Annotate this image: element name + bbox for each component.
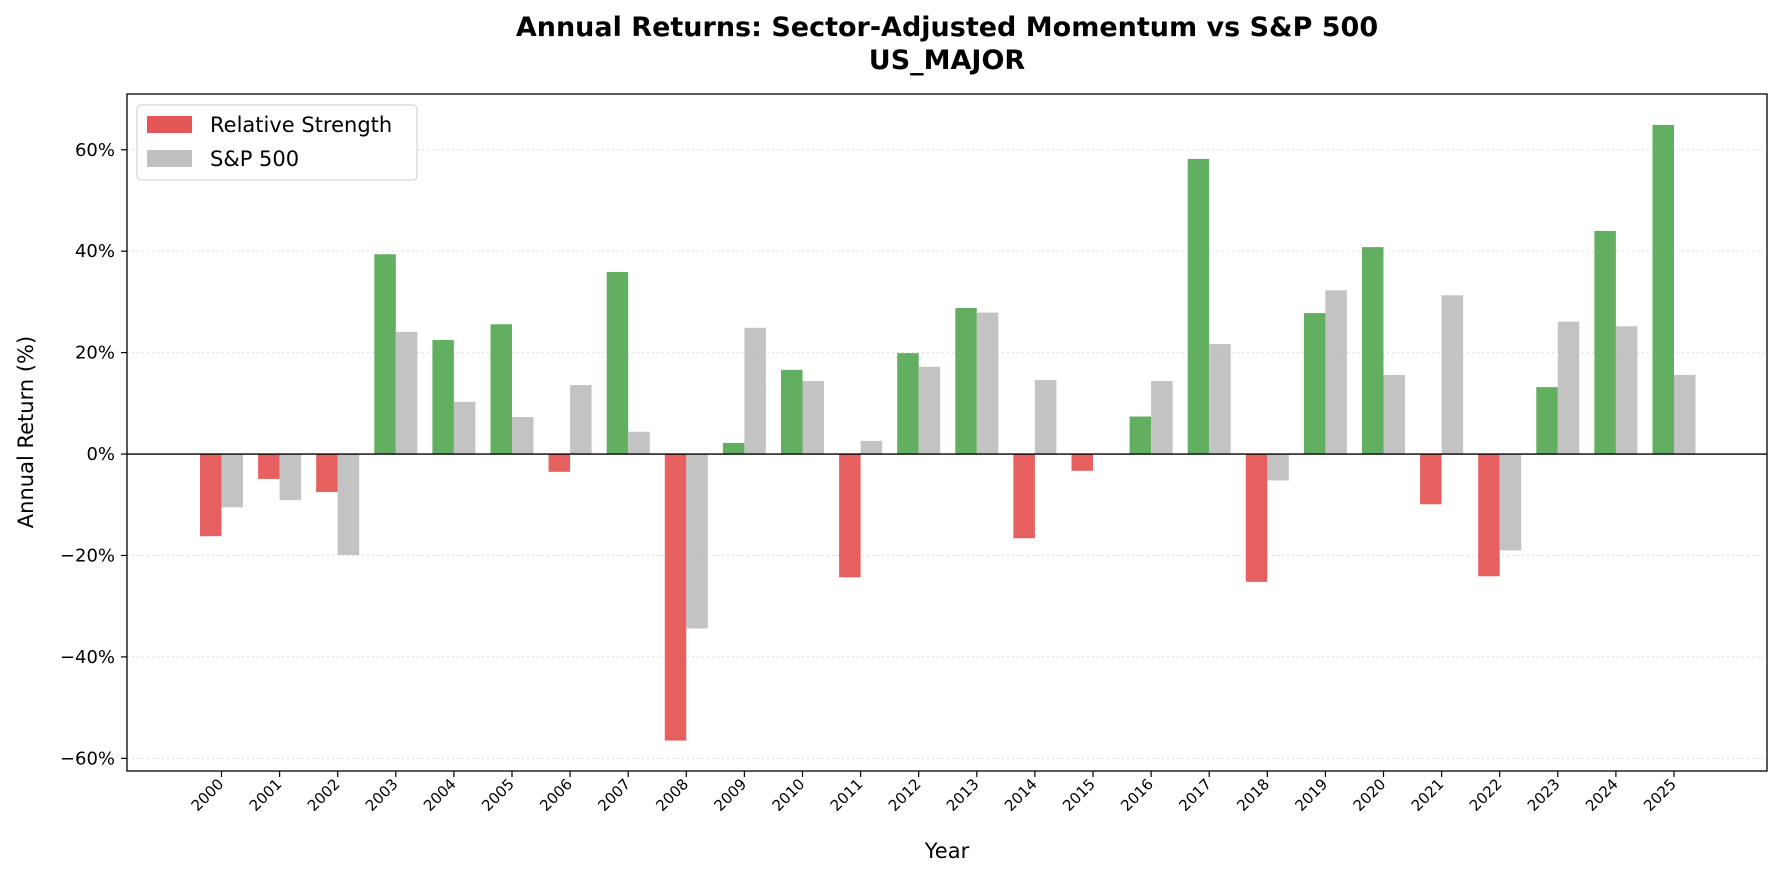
bar-relative-strength-2009 — [722, 442, 745, 455]
x-tick-label-2019: 2019 — [1291, 775, 1331, 815]
y-axis-label: Annual Return (%) — [14, 336, 38, 528]
legend-box — [136, 104, 418, 181]
bar-relative-strength-2012 — [897, 353, 919, 455]
x-tick-label-2000: 2000 — [188, 775, 228, 815]
bar-sp500-2008 — [686, 454, 708, 629]
bar-relative-strength-2024 — [1594, 230, 1616, 455]
x-tick-label-2016: 2016 — [1117, 775, 1157, 815]
y-axis-ticks: −60% −40% −20% 0% 20% 40% 60% — [60, 140, 127, 769]
x-axis-ticks: 2000 2001 2002 2003 2004 2005 2006 2007 2008 2009… — [188, 771, 1680, 815]
bar-sp500-2016 — [1151, 381, 1173, 455]
bar-relative-strength-2020 — [1362, 247, 1384, 455]
bar-relative-strength-2010 — [781, 369, 803, 455]
x-tick-label-2013: 2013 — [943, 775, 983, 815]
x-tick-label-2017: 2017 — [1175, 775, 1215, 815]
bar-sp500-2014 — [1034, 380, 1057, 455]
bar-sp500-2023 — [1557, 321, 1580, 455]
chart-title: Annual Returns: Sector-Adjusted Momentum… — [516, 12, 1378, 43]
bar-relative-strength-2016 — [1129, 416, 1152, 455]
bar-relative-strength-2019 — [1303, 313, 1326, 455]
bar-relative-strength-2011 — [839, 454, 861, 578]
bar-relative-strength-2006 — [548, 454, 571, 472]
bar-sp500-2007 — [628, 431, 650, 455]
y-tick-label-3: 0% — [86, 444, 115, 465]
x-tick-label-2025: 2025 — [1640, 775, 1680, 815]
bar-relative-strength-2004 — [432, 339, 454, 455]
x-tick-label-2002: 2002 — [304, 775, 344, 815]
bar-relative-strength-2018 — [1245, 454, 1268, 582]
x-axis-label: Year — [924, 839, 970, 863]
x-tick-label-2009: 2009 — [710, 775, 750, 815]
x-tick-label-2021: 2021 — [1408, 775, 1448, 815]
bar-sp500-2017 — [1209, 344, 1231, 455]
bar-sp500-2025 — [1674, 374, 1696, 455]
x-tick-label-2008: 2008 — [652, 775, 692, 815]
bar-relative-strength-2015 — [1071, 454, 1093, 471]
x-tick-label-2006: 2006 — [536, 775, 576, 815]
legend: Relative Strength S&P 500 — [136, 104, 418, 181]
x-tick-label-2004: 2004 — [420, 775, 460, 815]
y-tick-label-4: 20% — [75, 343, 115, 364]
legend-label-relative-strength: Relative Strength — [210, 113, 392, 137]
bar-sp500-2013 — [976, 312, 999, 455]
x-tick-label-2020: 2020 — [1350, 775, 1390, 815]
bar-sp500-2001 — [279, 454, 302, 501]
bar-sp500-2009 — [744, 327, 766, 455]
bar-relative-strength-2007 — [606, 271, 629, 455]
bar-sp500-2004 — [453, 401, 476, 455]
bar-relative-strength-2025 — [1652, 124, 1674, 455]
bar-relative-strength-2023 — [1536, 387, 1558, 455]
x-tick-label-2003: 2003 — [362, 775, 402, 815]
bar-relative-strength-2013 — [955, 308, 977, 455]
bar-sp500-2003 — [395, 331, 418, 455]
bar-relative-strength-2000 — [200, 454, 222, 537]
bar-sp500-2006 — [570, 385, 592, 455]
bar-relative-strength-2014 — [1013, 454, 1035, 539]
x-tick-label-2023: 2023 — [1524, 775, 1564, 815]
bar-sp500-2018 — [1267, 454, 1289, 481]
bar-sp500-2021 — [1441, 295, 1464, 455]
x-tick-label-2005: 2005 — [478, 775, 518, 815]
plot-frame — [126, 93, 1768, 772]
legend-swatch-relative-strength — [147, 116, 192, 133]
x-tick-label-2022: 2022 — [1466, 775, 1506, 815]
bar-sp500-2000 — [221, 454, 243, 508]
bar-relative-strength-2005 — [490, 324, 512, 455]
x-tick-label-2015: 2015 — [1059, 775, 1099, 815]
x-tick-label-2024: 2024 — [1582, 775, 1622, 815]
bar-sp500-2005 — [512, 417, 534, 455]
x-tick-label-2014: 2014 — [1001, 775, 1041, 815]
x-tick-label-2012: 2012 — [885, 775, 925, 815]
bar-relative-strength-2022 — [1478, 454, 1500, 577]
bar-sp500-2022 — [1499, 454, 1522, 551]
legend-label-sp500: S&P 500 — [210, 147, 299, 171]
legend-swatch-sp500 — [147, 150, 192, 167]
bar-relative-strength-2017 — [1187, 158, 1210, 455]
bar-sp500-2024 — [1615, 326, 1638, 455]
chart-subtitle: US_MAJOR — [869, 45, 1026, 76]
bar-relative-strength-2002 — [316, 454, 338, 493]
bar-sp500-2012 — [918, 366, 941, 455]
bar-sp500-2011 — [860, 440, 883, 455]
bar-relative-strength-2003 — [374, 254, 396, 455]
bar-sp500-2019 — [1325, 290, 1347, 455]
x-tick-label-2018: 2018 — [1233, 775, 1273, 815]
bar-sp500-2002 — [337, 454, 360, 555]
y-tick-label-6: 60% — [75, 140, 115, 161]
x-tick-label-2010: 2010 — [769, 775, 809, 815]
bar-sp500-2010 — [802, 381, 824, 455]
x-tick-label-2007: 2007 — [594, 775, 634, 815]
bar-sp500-2020 — [1383, 374, 1405, 455]
y-tick-label-5: 40% — [75, 241, 115, 262]
bars — [200, 124, 1696, 741]
x-tick-label-2001: 2001 — [246, 775, 286, 815]
bar-relative-strength-2021 — [1420, 454, 1442, 505]
y-tick-label-1: −40% — [60, 647, 115, 668]
x-tick-label-2011: 2011 — [827, 775, 867, 815]
y-tick-label-2: −20% — [60, 545, 115, 566]
bar-relative-strength-2001 — [258, 454, 280, 479]
y-tick-label-0: −60% — [60, 748, 115, 769]
bar-relative-strength-2008 — [664, 454, 687, 741]
